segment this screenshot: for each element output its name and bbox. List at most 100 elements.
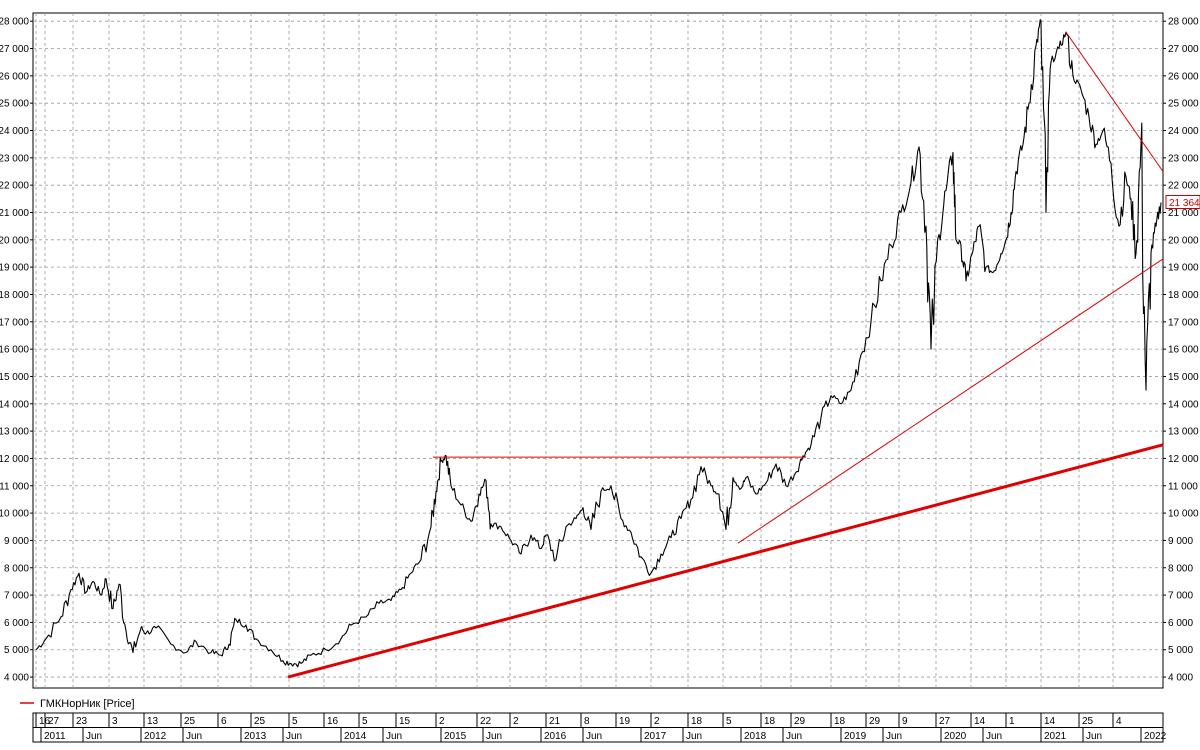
x-bottom-label: Jun (386, 731, 402, 742)
y-tick-label-right: 18 000 (1168, 290, 1199, 301)
y-tick-label-left: 9 000 (4, 536, 29, 547)
x-top-label: 25 (184, 716, 196, 727)
y-tick-label-left: 4 000 (4, 673, 29, 684)
y-tick-label-left: 18 000 (0, 290, 29, 301)
y-tick-label-right: 8 000 (1168, 563, 1193, 574)
x-top-label: 2 (439, 716, 445, 727)
x-top-label: 15 (399, 716, 411, 727)
y-tick-label-right: 23 000 (1168, 153, 1199, 164)
x-bottom-label: 2021 (1044, 731, 1067, 742)
x-top-label: 19 (619, 716, 631, 727)
y-tick-label-left: 16 000 (0, 345, 29, 356)
y-tick-label-left: 27 000 (0, 44, 29, 55)
x-bottom-labels: 2011 Jun 2012 Jun 2013 Jun 2014 Jun 2015 Jun 2016 J… (40, 728, 1167, 742)
y-tick-label-right: 9 000 (1168, 536, 1193, 547)
y-tick-label-right: 17 000 (1168, 317, 1199, 328)
y-tick-label-left: 13 000 (0, 427, 29, 438)
x-top-label: 6 (221, 716, 227, 727)
y-tick-label-right: 4 000 (1168, 673, 1193, 684)
y-tick-label-left: 14 000 (0, 399, 29, 410)
y-tick-label-right: 21 000 (1168, 208, 1199, 219)
x-bottom-label: 2018 (744, 731, 767, 742)
x-top-label: 1 (1009, 716, 1015, 727)
trendline (1065, 31, 1164, 172)
y-tick-label-right: 25 000 (1168, 99, 1199, 110)
x-bottom-label: 2014 (344, 731, 367, 742)
x-bottom-label: 2016 (544, 731, 567, 742)
x-top-label: 5 (726, 716, 732, 727)
x-bottom-label: 2013 (244, 731, 267, 742)
last-price-label: 21 364 (1169, 198, 1200, 209)
x-bottom-label: Jun (1086, 731, 1102, 742)
x-top-label: 2 (513, 716, 519, 727)
legend-entry: ГМКНорНик [Price] (40, 698, 135, 710)
x-top-label: 14 (974, 716, 986, 727)
y-tick-label-left: 6 000 (4, 618, 29, 629)
x-top-label: 18 (764, 716, 776, 727)
y-tick-label-left: 11 000 (0, 481, 29, 492)
x-bottom-label: 2011 (44, 731, 66, 742)
x-bottom-label: 2012 (144, 731, 167, 742)
x-bottom-label: Jun (586, 731, 602, 742)
x-bottom-label: Jun (886, 731, 902, 742)
x-bottom-label: 2020 (944, 731, 967, 742)
right-axis: 4 000 5 000 6 000 7 000 8 000 9 000 10 000 11 0… (1163, 17, 1199, 684)
y-tick-label-right: 20 000 (1168, 235, 1199, 246)
x-top-label: 2 (654, 716, 660, 727)
x-bottom-label: 2015 (444, 731, 467, 742)
trendline (737, 258, 1164, 544)
x-top-label: 9 (902, 716, 908, 727)
x-bottom-label: 2017 (644, 731, 667, 742)
y-tick-label-left: 12 000 (0, 454, 29, 465)
y-tick-label-left: 26 000 (0, 71, 29, 82)
x-top-label: 5 (292, 716, 298, 727)
time-axis: 1627233132562551651522222181921851829182… (32, 712, 1167, 743)
y-tick-label-right: 16 000 (1168, 345, 1199, 356)
x-top-label: 4 (1116, 716, 1122, 727)
y-tick-label-right: 14 000 (1168, 399, 1199, 410)
y-tick-label-right: 26 000 (1168, 71, 1199, 82)
x-bottom-label: 2019 (844, 731, 867, 742)
y-tick-label-right: 13 000 (1168, 427, 1199, 438)
x-bottom-label: Jun (786, 731, 802, 742)
left-axis: 4 000 5 000 6 000 7 000 8 000 9 000 10 000 11 0… (0, 17, 33, 684)
y-tick-label-right: 28 000 (1168, 17, 1199, 28)
x-top-label: 8 (584, 716, 590, 727)
y-tick-label-left: 17 000 (0, 317, 29, 328)
y-tick-label-right: 12 000 (1168, 454, 1199, 465)
y-tick-label-right: 10 000 (1168, 509, 1199, 520)
x-top-label: 25 (254, 716, 266, 727)
y-tick-label-right: 7 000 (1168, 591, 1193, 602)
x-top-label: 14 (1044, 716, 1056, 727)
y-tick-label-left: 5 000 (4, 645, 29, 656)
y-tick-label-right: 27 000 (1168, 44, 1199, 55)
y-tick-label-right: 11 000 (1168, 481, 1198, 492)
y-tick-label-left: 21 000 (0, 208, 29, 219)
x-top-label: 27 (939, 716, 951, 727)
y-tick-label-left: 15 000 (0, 372, 29, 383)
y-tick-label-right: 22 000 (1168, 181, 1199, 192)
x-top-label: 21 (549, 716, 561, 727)
trendline (287, 443, 1164, 679)
x-top-label: 16 (327, 716, 339, 727)
last-price-marker: 21 364 (1165, 195, 1200, 209)
plot-frame (32, 12, 1164, 689)
x-top-label: 18 (834, 716, 846, 727)
x-bottom-label: Jun (686, 731, 702, 742)
x-top-label: 22 (480, 716, 492, 727)
y-tick-label-right: 5 000 (1168, 645, 1193, 656)
last-price-box (1165, 195, 1200, 209)
x-bottom-label: Jun (286, 731, 302, 742)
y-tick-label-right: 24 000 (1168, 126, 1199, 137)
x-bottom-label: 2022 (1144, 731, 1167, 742)
y-tick-label-left: 28 000 (0, 17, 29, 28)
y-tick-label-right: 19 000 (1168, 263, 1199, 274)
grid-lines (33, 13, 1163, 688)
y-tick-label-left: 19 000 (0, 263, 29, 274)
y-tick-label-left: 23 000 (0, 153, 29, 164)
y-tick-label-right: 6 000 (1168, 618, 1193, 629)
x-top-label: 13 (147, 716, 159, 727)
x-bottom-label: Jun (186, 731, 202, 742)
x-top-label: 29 (794, 716, 806, 727)
